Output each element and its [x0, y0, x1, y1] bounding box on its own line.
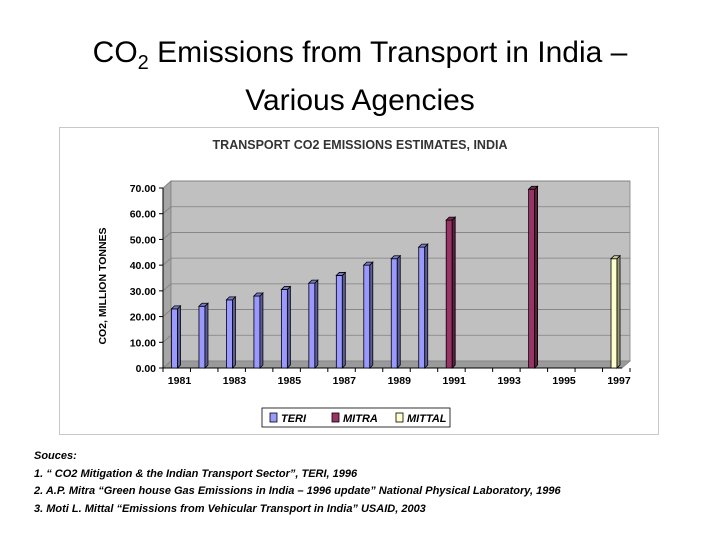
bar-side — [232, 295, 236, 369]
bar-side — [286, 285, 291, 369]
x-tick-label: 1983 — [223, 375, 247, 387]
bar-side — [451, 216, 456, 369]
x-tick-label: 1985 — [278, 375, 302, 387]
bar — [280, 289, 288, 369]
bar-side — [259, 292, 264, 369]
bar-top — [170, 305, 182, 310]
x-tick-label: 1993 — [497, 375, 521, 387]
bar-top — [225, 296, 237, 301]
chart: TRANSPORT CO2 EMISSIONS ESTIMATES, INDIA… — [97, 138, 632, 428]
bar — [198, 305, 206, 369]
x-tick-label: 1995 — [552, 375, 576, 387]
gridline-side — [162, 206, 172, 215]
legend-label: MITRA — [343, 413, 378, 425]
bar — [308, 282, 316, 369]
plot-side-wall — [162, 180, 172, 369]
bar-top — [307, 279, 319, 284]
y-tick-label: 30.00 — [130, 286, 156, 298]
bar-side — [424, 243, 429, 369]
y-tick-label: 20.00 — [130, 312, 156, 324]
gridline-side — [162, 283, 172, 292]
bar-side — [314, 279, 319, 369]
bar-top — [197, 302, 209, 307]
title-co: CO — [92, 36, 138, 69]
source-item-3: 3. Moti L. Mittal “Emissions from Vehicu… — [34, 502, 426, 515]
x-tick-label: 1991 — [443, 375, 467, 387]
legend-swatch — [269, 412, 278, 423]
y-tick-label: 0.00 — [136, 363, 157, 375]
gridline-side — [162, 180, 172, 189]
gridline-side — [162, 309, 172, 317]
gridline-side — [162, 257, 172, 266]
chart-frame: TRANSPORT CO2 EMISSIONS ESTIMATES, INDIA… — [59, 127, 659, 435]
source-item-2: 2. A.P. Mitra “Green house Gas Emissions… — [34, 485, 561, 497]
y-tick-label: 10.00 — [130, 337, 156, 349]
gridline-side — [162, 232, 172, 240]
bar-side — [616, 254, 621, 369]
bar-side — [534, 185, 539, 369]
bar-top — [527, 185, 539, 190]
bar — [390, 258, 398, 369]
bar — [171, 308, 178, 369]
bar-top — [390, 255, 402, 260]
x-tick-label: 1989 — [388, 375, 412, 387]
title-subscript: 2 — [137, 52, 149, 74]
bar-side — [177, 304, 181, 369]
legend-label: TERI — [281, 413, 307, 425]
bar — [226, 299, 233, 369]
bar — [445, 219, 453, 369]
bar-top — [445, 216, 457, 221]
bar-top — [610, 255, 621, 260]
y-axis-label: CO2, MILLION TONNES — [97, 227, 109, 344]
bar-side — [204, 302, 209, 369]
gridline-side — [162, 334, 172, 343]
bar-top — [335, 272, 347, 276]
y-tick-label: 60.00 — [130, 209, 156, 221]
bar-side — [369, 261, 374, 369]
sources: Souces: 1. “ CO2 Mitigation & the Indian… — [34, 448, 718, 518]
legend-swatch — [395, 412, 404, 423]
source-item-1: 1. “ CO2 Mitigation & the Indian Transpo… — [34, 467, 358, 480]
chart-title: TRANSPORT CO2 EMISSIONS ESTIMATES, INDIA — [213, 138, 508, 152]
slide-title: CO2 Emissions from Transport in India – … — [0, 34, 720, 120]
x-tick-label: 1997 — [607, 375, 631, 387]
y-tick-label: 50.00 — [130, 234, 156, 246]
bar — [610, 258, 618, 369]
legend-label: MITTAL — [407, 413, 447, 425]
slide-title-line-1: CO2 Emissions from Transport in India – — [0, 34, 720, 82]
bar-top — [280, 286, 292, 290]
bar-top — [417, 243, 429, 248]
y-tick-label: 40.00 — [130, 260, 156, 272]
bar — [253, 295, 261, 369]
x-tick-label: 1987 — [333, 375, 357, 387]
title-rest: Emissions from Transport in India – — [148, 36, 628, 69]
bar — [363, 264, 371, 369]
bar — [528, 188, 536, 369]
sources-heading: Souces: — [34, 450, 77, 462]
legend-swatch — [331, 412, 340, 423]
bar-top — [252, 292, 264, 297]
bar — [335, 275, 343, 369]
x-tick-label: 1981 — [168, 375, 192, 387]
bar-side — [341, 271, 346, 369]
bar-side — [396, 254, 401, 369]
slide-title-line-2: Various Agencies — [245, 84, 475, 117]
bar-top — [362, 261, 374, 266]
y-tick-label: 70.00 — [130, 183, 156, 195]
bar — [418, 246, 426, 369]
